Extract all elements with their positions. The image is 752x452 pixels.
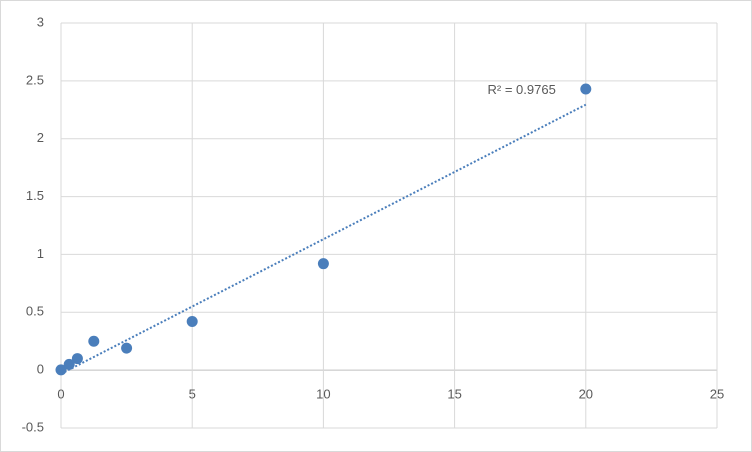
point [63, 358, 75, 370]
point [71, 353, 83, 365]
y-tick-label: 1 [37, 246, 44, 261]
y-tick-label: 0 [37, 362, 44, 377]
x-tick-label: 15 [447, 387, 461, 402]
point [317, 258, 329, 270]
x-tick-label: 5 [189, 387, 196, 402]
x-tick-label: 0 [57, 387, 64, 402]
point [55, 364, 67, 376]
x-tick-label: 10 [316, 387, 330, 402]
point [121, 342, 133, 354]
trendline-label: R² = 0.9765 [488, 82, 556, 97]
y-tick-label: 0.5 [26, 304, 44, 319]
y-tick-label: 2 [37, 130, 44, 145]
point [88, 335, 100, 347]
y-tick-label: 2.5 [26, 72, 44, 87]
y-tick-label: 1.5 [26, 188, 44, 203]
point [186, 316, 198, 328]
y-tick-label: -0.5 [22, 419, 44, 434]
point [580, 83, 592, 95]
y-tick-label: 3 [37, 14, 44, 29]
x-tick-label: 20 [579, 387, 593, 402]
x-tick-label: 25 [710, 387, 724, 402]
